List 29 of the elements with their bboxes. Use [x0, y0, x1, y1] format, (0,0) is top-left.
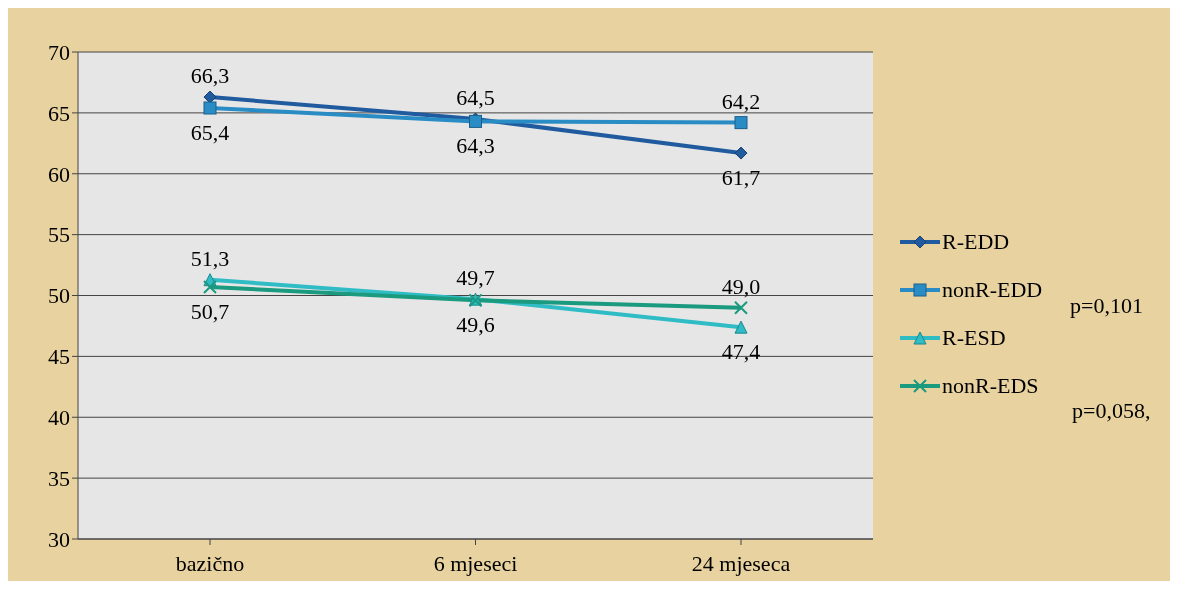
data-label: 61,7	[721, 165, 761, 191]
data-label: 64,5	[456, 84, 495, 110]
text: p=0,101	[1070, 293, 1143, 319]
data-label: 50,7	[190, 298, 230, 324]
y-tick-label: 60	[48, 161, 70, 187]
legend-label: nonR-EDS	[942, 373, 1039, 399]
y-tick-label: 50	[48, 283, 70, 309]
x-tick-label: 24 mjeseca	[691, 550, 791, 576]
x-tick-label: bazično	[175, 550, 245, 576]
y-tick-label: 65	[48, 100, 70, 126]
y-tick-label: 35	[48, 465, 70, 491]
legend-label: nonR-EDD	[942, 277, 1043, 303]
data-label: 64,3	[456, 133, 495, 159]
text: p=0,058,	[1072, 398, 1151, 424]
data-label: 49,7	[456, 265, 495, 291]
y-tick-label: 30	[48, 526, 70, 552]
data-label: 49,0	[721, 273, 761, 299]
x-tick-label: 6 mjeseci	[433, 550, 518, 576]
y-tick-label: 70	[48, 39, 70, 65]
data-label: 64,2	[721, 88, 761, 114]
y-tick-label: 40	[48, 405, 70, 431]
data-label: 51,3	[190, 245, 230, 271]
y-tick-label: 45	[48, 344, 70, 370]
legend-label: R-ESD	[942, 325, 1006, 351]
y-tick-label: 55	[48, 222, 70, 248]
data-label: 49,6	[456, 312, 495, 338]
legend-label: R-EDD	[942, 229, 1010, 255]
data-label: 66,3	[190, 63, 230, 89]
data-label: 65,4	[190, 120, 230, 146]
